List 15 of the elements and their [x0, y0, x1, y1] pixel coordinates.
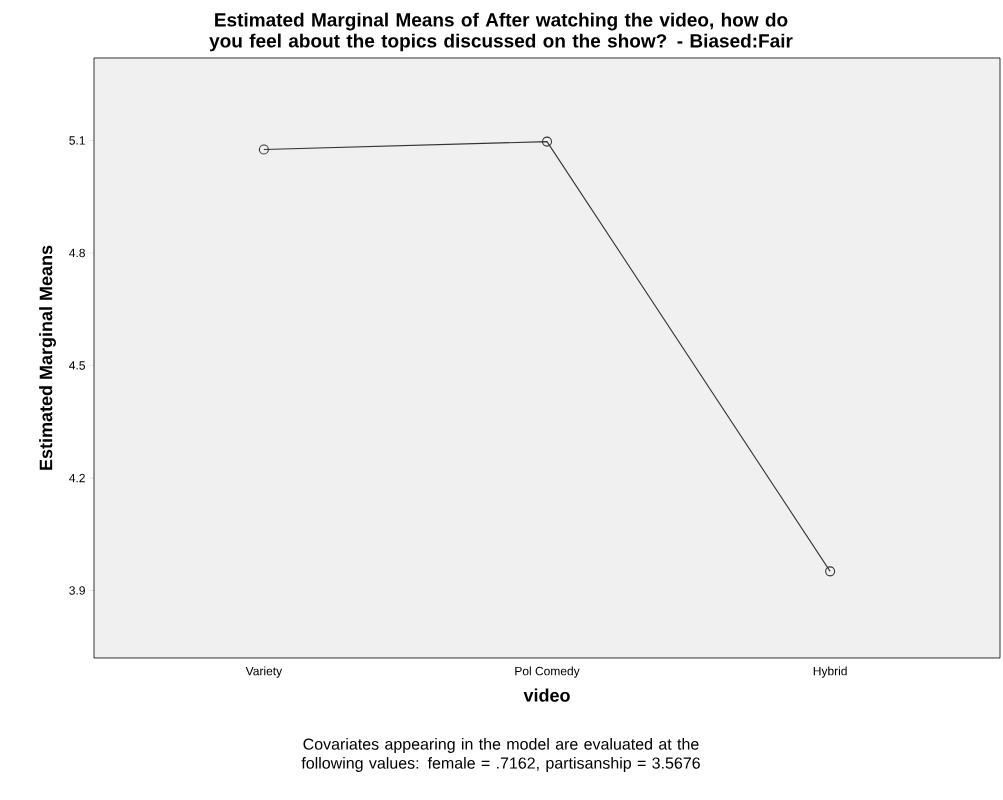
x-tick-label: Variety — [245, 666, 283, 678]
x-tick-label: Pol Comedy — [515, 666, 580, 678]
y-tick-label: 4.5 — [69, 361, 85, 370]
point — [258, 144, 269, 155]
point — [825, 566, 836, 577]
y-tick-label: 4.2 — [69, 473, 85, 483]
x-tick-label: Hybrid — [813, 666, 847, 678]
x-axis-title: video — [523, 688, 570, 702]
point — [541, 136, 553, 147]
chart-title: Estimated Marginal Means of After watching the video, how do you feel about the topics discussed on the show? - Biased:Fair — [209, 12, 793, 52]
y-axis-title: Estimated Marginal Means — [39, 245, 56, 470]
y-tick-label: 3.9 — [69, 586, 85, 595]
text: Covariates appearing in the model are evaluated at the following values: female = .7162, partisanship = 3.5676 — [301, 738, 700, 772]
y-tick-label: 5.1 — [69, 136, 85, 145]
y-tick-label: 4.8 — [69, 248, 85, 258]
